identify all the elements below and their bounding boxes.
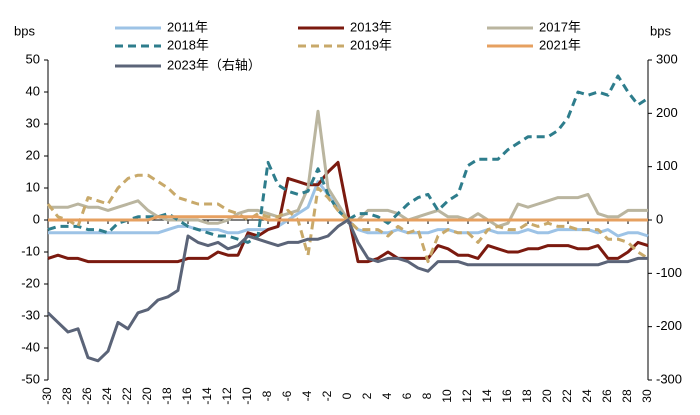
y-tick-label: -40 bbox=[21, 339, 40, 354]
x-tick-label: -6 bbox=[280, 390, 294, 401]
x-tick-label: -24 bbox=[100, 387, 114, 405]
x-tick-label: 8 bbox=[420, 392, 434, 399]
x-tick-label: 20 bbox=[540, 389, 554, 403]
y2-tick-label: 300 bbox=[656, 51, 678, 66]
x-tick-label: 26 bbox=[600, 389, 614, 403]
y-tick-label: -10 bbox=[21, 243, 40, 258]
x-tick-label: -8 bbox=[260, 390, 274, 401]
x-tick-label: 10 bbox=[440, 389, 454, 403]
y2-tick-label: -200 bbox=[656, 318, 682, 333]
y-tick-label: -50 bbox=[21, 371, 40, 386]
x-tick-label: 14 bbox=[480, 389, 494, 403]
x-tick-label: -20 bbox=[140, 387, 154, 405]
legend-label: 2019年 bbox=[350, 37, 392, 52]
y-tick-label: -30 bbox=[21, 307, 40, 322]
x-tick-label: -16 bbox=[180, 387, 194, 405]
x-tick-label: 0 bbox=[340, 392, 354, 399]
legend-label: 2018年 bbox=[167, 37, 209, 52]
y-tick-label: 30 bbox=[26, 115, 40, 130]
x-tick-label: 4 bbox=[380, 392, 394, 399]
legend-label: 2017年 bbox=[539, 19, 581, 34]
y-tick-label: 40 bbox=[26, 83, 40, 98]
series-line bbox=[47, 160, 649, 264]
x-tick-label: 2 bbox=[360, 392, 374, 399]
x-tick-label: 18 bbox=[520, 389, 534, 403]
y-axis-label: bps bbox=[14, 23, 35, 38]
x-tick-label: -14 bbox=[200, 387, 214, 405]
legend-label: 2021年 bbox=[539, 37, 581, 52]
x-tick-label: -28 bbox=[60, 387, 74, 405]
y-tick-label: 20 bbox=[26, 147, 40, 162]
x-tick-label: -22 bbox=[120, 387, 134, 405]
y2-tick-label: -300 bbox=[656, 371, 682, 386]
y-tick-label: -20 bbox=[21, 275, 40, 290]
x-tick-label: 28 bbox=[620, 389, 634, 403]
x-tick-label: -4 bbox=[300, 390, 314, 401]
x-tick-label: 6 bbox=[400, 392, 414, 399]
x-tick-label: -10 bbox=[240, 387, 254, 405]
legend-label: 2013年 bbox=[350, 19, 392, 34]
y2-tick-label: -100 bbox=[656, 265, 682, 280]
x-tick-label: -12 bbox=[220, 387, 234, 405]
x-tick-label: 16 bbox=[500, 389, 514, 403]
y2-axis-label: bps bbox=[650, 23, 671, 38]
legend-label: 2011年 bbox=[167, 19, 208, 34]
y-tick-label: 10 bbox=[26, 179, 40, 194]
series-line bbox=[46, 218, 648, 363]
x-tick-label: -18 bbox=[160, 387, 174, 405]
x-tick-label: -2 bbox=[320, 390, 334, 401]
x-tick-label: 30 bbox=[640, 389, 654, 403]
y-tick-label: 0 bbox=[33, 211, 40, 226]
x-tick-label: 12 bbox=[460, 389, 474, 403]
x-tick-label: -26 bbox=[80, 387, 94, 405]
series-line bbox=[47, 74, 649, 244]
legend-label: 2023年（右轴） bbox=[167, 57, 261, 72]
y2-tick-label: 100 bbox=[656, 158, 678, 173]
x-tick-label: 22 bbox=[560, 389, 574, 403]
series-line bbox=[46, 173, 649, 264]
y2-tick-label: 200 bbox=[656, 105, 678, 120]
y-tick-label: 50 bbox=[26, 51, 40, 66]
y2-tick-label: 0 bbox=[656, 211, 663, 226]
x-tick-label: -30 bbox=[40, 387, 54, 405]
x-tick-label: 24 bbox=[580, 389, 594, 403]
